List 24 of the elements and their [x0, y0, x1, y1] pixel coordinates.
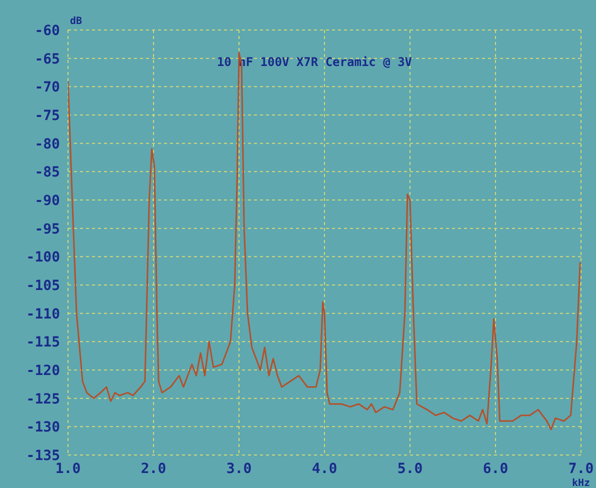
- y-tick-label: -70: [34, 80, 60, 96]
- line-series: [68, 52, 581, 430]
- y-tick-label: -125: [26, 391, 60, 408]
- y-tick-label: -120: [26, 362, 60, 379]
- y-tick-label: -65: [34, 51, 60, 68]
- y-axis-title: dB: [70, 16, 82, 27]
- y-tick-label: -110: [26, 306, 60, 322]
- y-tick-label: -100: [26, 250, 60, 266]
- y-tick-label: -75: [34, 108, 60, 124]
- y-tick-label: -80: [34, 136, 60, 152]
- x-axis-title: kHz: [572, 478, 590, 488]
- y-tick-label: -105: [26, 278, 60, 294]
- y-tick-label: -85: [34, 164, 60, 181]
- y-tick-label: -90: [34, 192, 60, 209]
- x-tick-label: 6.0: [482, 460, 508, 477]
- y-tick-label: -95: [34, 221, 60, 238]
- x-tick-label: 5.0: [397, 460, 423, 477]
- x-tick-label: 7.0: [568, 460, 594, 477]
- x-tick-label: 4.0: [312, 460, 338, 477]
- x-tick-label: 2.0: [140, 460, 166, 477]
- y-tick-label: -60: [34, 22, 60, 39]
- y-tick-label: -115: [26, 334, 60, 351]
- y-tick-label: -130: [26, 420, 60, 436]
- x-tick-label: 3.0: [226, 460, 252, 477]
